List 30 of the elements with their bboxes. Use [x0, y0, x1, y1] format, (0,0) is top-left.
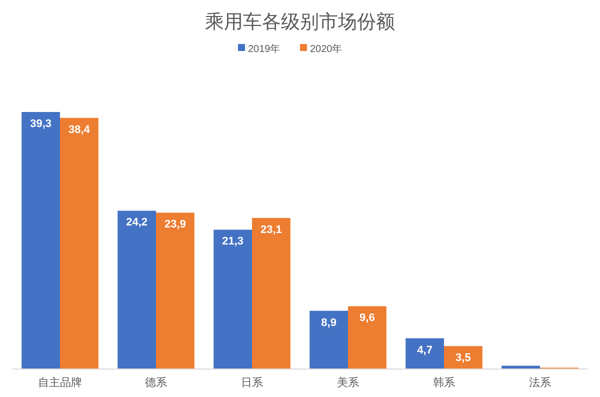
bar	[60, 118, 98, 369]
bar	[252, 218, 290, 369]
bar	[502, 366, 540, 369]
x-tick-label: 自主品牌	[38, 376, 82, 389]
x-tick-label: 美系	[337, 376, 359, 389]
data-label: 38,4	[68, 124, 91, 136]
data-label: 8,9	[321, 316, 336, 329]
bar	[214, 230, 252, 369]
x-tick-label: 德系	[145, 376, 167, 389]
x-tick-label: 法系	[529, 376, 551, 389]
data-label: 39,3	[30, 118, 52, 130]
data-label: 21,3	[222, 236, 244, 248]
bar	[310, 310, 348, 369]
legend-label: 2019年	[248, 43, 280, 55]
bar	[348, 306, 386, 369]
x-tick-label: 日系	[241, 376, 263, 389]
bar	[22, 112, 60, 369]
bar	[406, 338, 444, 369]
data-label: 3,5	[456, 352, 471, 364]
data-label: 24,2	[126, 216, 148, 229]
chart-title: 乘用车各级别市场份额	[205, 11, 395, 33]
data-label: 9,6	[360, 312, 375, 324]
x-tick-label: 韩系	[433, 376, 455, 389]
data-label: 4,7	[417, 344, 432, 356]
legend-label: 2020年	[310, 43, 342, 55]
bar	[118, 210, 156, 369]
data-label: 23,1	[260, 224, 282, 236]
bar	[156, 212, 194, 369]
data-label: 23,9	[164, 218, 186, 231]
bar	[444, 346, 482, 369]
